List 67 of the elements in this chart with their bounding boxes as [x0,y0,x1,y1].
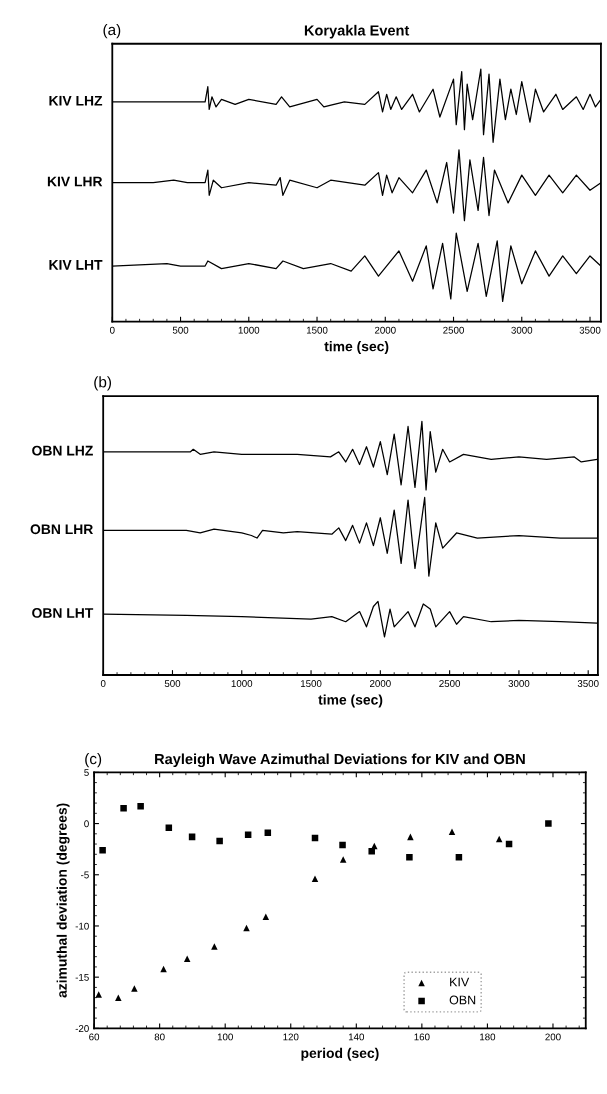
y-tick-label: -15 [75,973,89,981]
x-tick-label: 1000 [231,680,253,687]
point [455,854,463,861]
point [183,955,191,962]
x-tick-label: 2000 [374,326,396,334]
point [545,820,552,827]
x-axis-title: time (sec) [324,341,389,355]
y-tick-label: -10 [75,922,89,930]
series-label: OBN LHR [30,524,94,535]
point [368,847,375,855]
y-tick-label: 5 [84,769,89,776]
chart-title: Koryakla Event [304,24,410,39]
point [216,837,223,845]
point [115,994,122,1001]
point [339,856,347,863]
point [165,824,173,831]
x-tick-label: 1000 [238,326,260,334]
point [448,828,456,836]
x-tick-label: 160 [414,1033,430,1041]
x-tick-label: 1500 [300,680,322,687]
x-tick-label: 1500 [306,326,328,334]
x-tick-label: 500 [164,680,181,687]
x-axis-title: period (sec) [301,1047,379,1061]
series-label: OBN LHT [32,608,94,618]
point [406,854,413,861]
series-label: OBN LHZ [32,445,93,456]
text: (c) [85,753,102,768]
x-tick-label: 3500 [577,680,599,687]
point [137,802,144,810]
x-tick-label: 0 [100,680,106,687]
x-tick-label: 2500 [439,680,461,687]
series-label: KIV LHZ [49,95,103,106]
point [339,841,346,849]
x-tick-label: 180 [480,1033,496,1041]
legend-label: KIV [450,977,470,987]
chart-title: Rayleigh Wave Azimuthal Deviations for KIV and OBN [155,753,525,768]
x-tick-label: 100 [217,1033,233,1041]
x-tick-label: 140 [348,1033,365,1041]
x-tick-label: 2000 [370,680,391,687]
x-tick-label: 2500 [443,326,464,334]
x-tick-label: 200 [545,1033,561,1041]
x-tick-label: 80 [154,1033,165,1041]
text: (b) [94,376,112,391]
x-tick-label: 500 [172,326,189,334]
point [131,985,138,992]
x-tick-label: 3000 [511,326,533,334]
point [99,846,106,854]
point [407,833,414,841]
x-tick-label: 120 [283,1033,299,1041]
y-tick-label: -5 [81,871,89,879]
point [495,835,503,843]
point [120,804,127,812]
point [262,913,270,920]
y-axis-title: azimuthal deviation (degrees) [56,803,70,998]
series-label: KIV LHT [49,260,103,270]
y-tick-label: 0 [84,820,89,828]
series-label: KIV LHR [47,176,103,187]
legend-label: OBN [449,995,476,1005]
x-tick-label: 3000 [508,680,530,687]
x-tick-label: 0 [109,326,115,334]
point [211,943,218,950]
x-axis-title: time (sec) [318,694,383,708]
text: (a) [103,23,121,39]
point [95,991,102,998]
y-tick-label: -20 [75,1025,89,1032]
x-tick-label: 3500 [579,326,601,334]
x-tick-label: 60 [89,1033,100,1041]
